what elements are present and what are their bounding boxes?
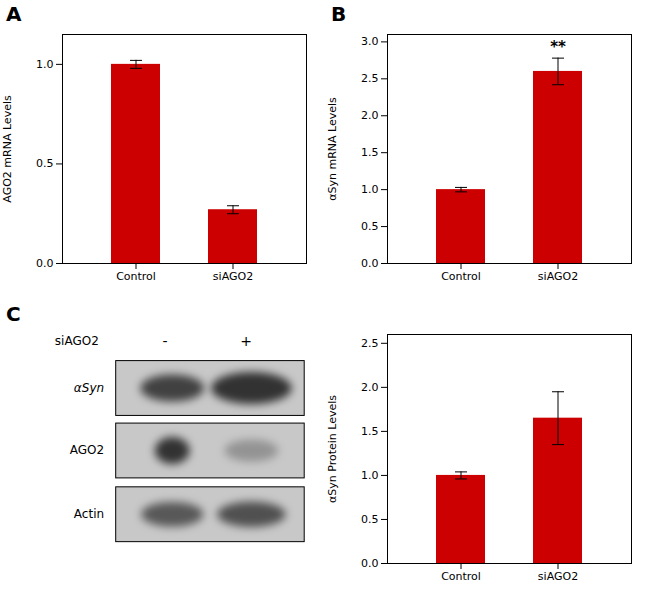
svg-text:Control: Control [441, 270, 481, 283]
svg-text:αSyn: αSyn [74, 381, 104, 395]
svg-text:+: + [240, 333, 252, 349]
svg-text:1.5: 1.5 [361, 425, 379, 438]
svg-text:0.0: 0.0 [36, 257, 54, 270]
svg-text:**: ** [550, 38, 566, 56]
svg-text:-: - [162, 333, 167, 349]
svg-text:2.5: 2.5 [361, 72, 379, 85]
svg-text:Control: Control [116, 270, 156, 283]
svg-text:0.0: 0.0 [361, 557, 379, 570]
svg-text:αSyn mRNA Levels: αSyn mRNA Levels [326, 97, 339, 201]
svg-text:AGO2 mRNA Levels: AGO2 mRNA Levels [1, 95, 14, 203]
svg-text:siAGO2: siAGO2 [538, 570, 578, 583]
svg-text:αSyn Protein Levels: αSyn Protein Levels [326, 395, 339, 503]
svg-text:2.0: 2.0 [361, 381, 379, 394]
svg-text:Actin: Actin [74, 507, 104, 521]
svg-text:siAGO2: siAGO2 [538, 270, 578, 283]
html-text:B: B [331, 2, 347, 26]
svg-text:siAGO2: siAGO2 [55, 334, 99, 348]
svg-text:1.0: 1.0 [361, 469, 379, 482]
svg-text:Control: Control [441, 570, 481, 583]
html-text:A: A [6, 2, 22, 26]
svg-text:1.0: 1.0 [36, 58, 54, 71]
svg-text:0.5: 0.5 [361, 513, 379, 526]
svg-text:AGO2: AGO2 [70, 443, 104, 457]
svg-text:1.5: 1.5 [361, 146, 379, 159]
svg-text:0.0: 0.0 [361, 257, 379, 270]
svg-text:3.0: 3.0 [361, 35, 379, 48]
html-text:C: C [6, 302, 21, 326]
svg-text:siAGO2: siAGO2 [213, 270, 253, 283]
svg-text:0.5: 0.5 [36, 157, 54, 170]
svg-text:2.0: 2.0 [361, 109, 379, 122]
svg-text:2.5: 2.5 [361, 337, 379, 350]
svg-text:1.0: 1.0 [361, 183, 379, 196]
svg-text:0.5: 0.5 [361, 220, 379, 233]
